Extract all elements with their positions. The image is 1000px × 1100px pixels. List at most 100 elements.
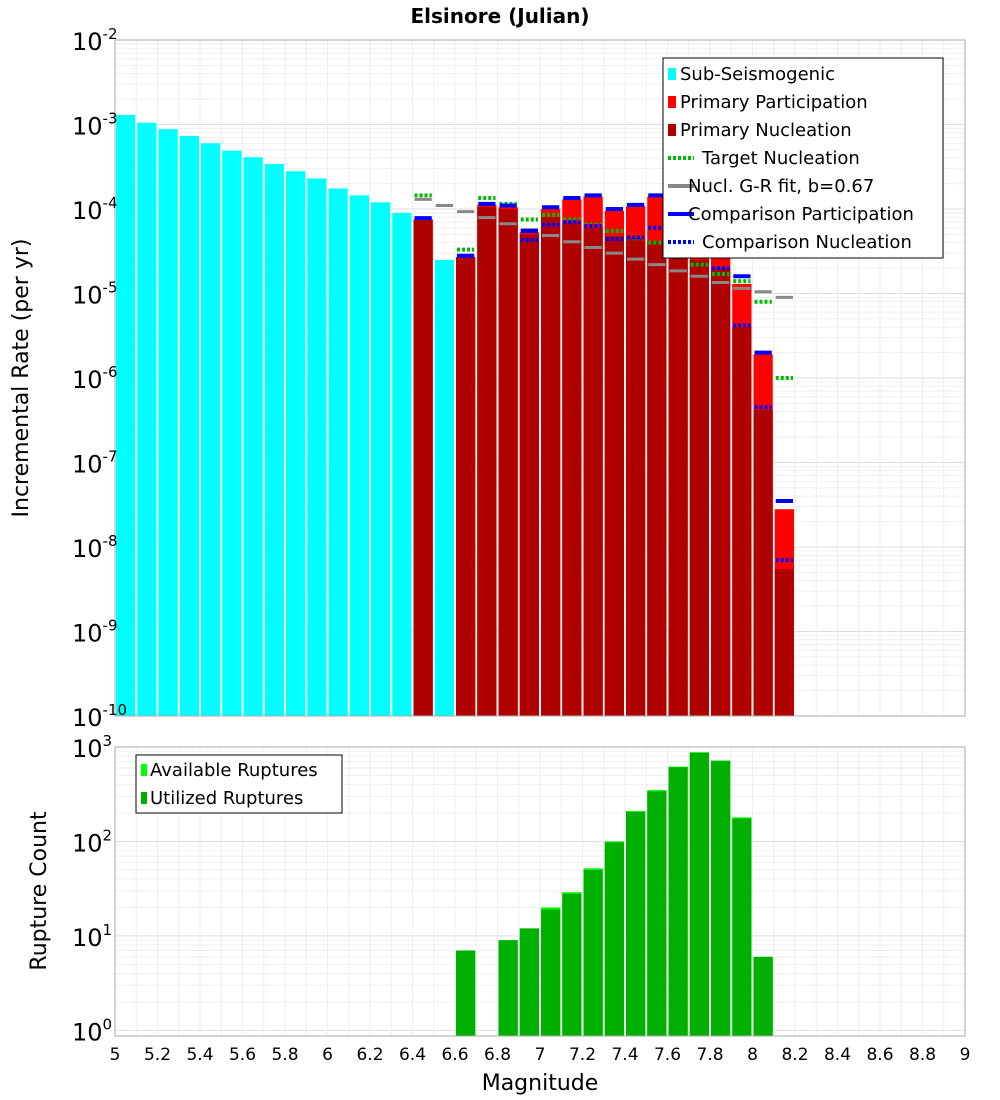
bottom-legend: Available Ruptures Utilized Ruptures: [135, 754, 343, 814]
top-y-tick-label: 10-7: [72, 448, 118, 479]
primary-nucleation-bar: [519, 234, 539, 717]
x-tick-label: 7.6: [654, 1045, 681, 1065]
bottom-y-tick-labels: 100 101 102 103: [72, 732, 112, 1046]
utilized-ruptures-bar: [647, 791, 667, 1036]
bottom-y-tick-label: 103: [72, 732, 112, 763]
sub-seismogenic-bar: [328, 188, 348, 717]
top-y-tick-label: 10-6: [72, 363, 118, 394]
x-tick-label: 7.2: [569, 1045, 596, 1065]
legend-swatch: [141, 792, 147, 804]
bottom-y-axis-label: Rupture Count: [27, 811, 52, 971]
x-tick-label: 8.4: [824, 1045, 851, 1065]
x-tick-label: 8.6: [866, 1045, 893, 1065]
utilized-ruptures-bar: [541, 909, 561, 1036]
top-y-tick-label: 10-8: [72, 532, 118, 563]
chart-title: Elsinore (Julian): [410, 4, 589, 28]
legend-label: Primary Participation: [680, 92, 868, 113]
x-tick-label: 6.4: [399, 1045, 426, 1065]
top-plot-frame: [114, 39, 966, 717]
legend-label: Sub-Seismogenic: [680, 64, 835, 85]
utilized-ruptures-bar: [711, 761, 731, 1036]
primary-nucleation-bar: [456, 257, 476, 716]
primary-nucleation-bar: [668, 253, 688, 716]
x-tick-label: 5.8: [271, 1045, 298, 1065]
sub-seismogenic-bar: [243, 157, 263, 717]
primary-nucleation-bar: [753, 409, 773, 716]
x-tick-label: 8.2: [781, 1045, 808, 1065]
sub-seismogenic-bar: [179, 136, 199, 717]
top-bars: [116, 114, 794, 717]
x-tick-label: 6.2: [356, 1045, 383, 1065]
utilized-ruptures-bar: [562, 893, 582, 1036]
legend-label: Comparison Participation: [688, 204, 914, 225]
x-tick-label: 6.8: [484, 1045, 511, 1065]
legend-label: Comparison Nucleation: [702, 232, 912, 253]
bottom-y-tick-label: 100: [72, 1015, 112, 1046]
sub-seismogenic-bar: [286, 171, 306, 716]
utilized-ruptures-bar: [689, 752, 709, 1036]
top-line-markers: [414, 193, 793, 563]
x-tick-label: 6.6: [441, 1045, 468, 1065]
primary-nucleation-bar: [647, 240, 667, 716]
x-tick-label: 7.8: [696, 1045, 723, 1065]
sub-seismogenic-bar: [392, 212, 412, 716]
primary-nucleation-bar: [689, 259, 709, 716]
primary-nucleation-bar: [774, 568, 794, 716]
x-tick-label: 7: [535, 1045, 546, 1065]
primary-nucleation-bar: [604, 235, 624, 716]
primary-nucleation-bar: [626, 238, 646, 717]
sub-seismogenic-bar: [264, 164, 284, 716]
legend-label: Primary Nucleation: [680, 120, 852, 141]
x-tick-label: 5.2: [144, 1045, 171, 1065]
legend-label: Nucl. G-R fit, b=0.67: [688, 176, 874, 197]
top-y-tick-label: 10-10: [72, 701, 127, 732]
utilized-ruptures-bar: [668, 767, 688, 1036]
utilized-ruptures-bar: [753, 956, 773, 1036]
primary-nucleation-bar: [711, 268, 731, 716]
top-y-tick-label: 10-4: [72, 194, 118, 225]
x-tick-label: 8: [747, 1045, 758, 1065]
x-tick-label: 5.4: [186, 1045, 213, 1065]
bottom-y-tick-label: 102: [72, 826, 112, 857]
top-legend: Sub-Seismogenic Primary Participation Prim…: [662, 57, 944, 259]
top-y-tick-label: 10-5: [72, 279, 118, 310]
x-tick-label: 6: [322, 1045, 333, 1065]
legend-swatch: [668, 68, 676, 80]
primary-nucleation-bar: [498, 209, 518, 716]
primary-nucleation-bar: [477, 207, 497, 716]
sub-seismogenic-bar: [201, 143, 221, 716]
primary-nucleation-bar: [413, 219, 433, 717]
bottom-plot-border: [114, 746, 966, 1037]
top-y-tick-label: 10-2: [72, 25, 118, 56]
primary-nucleation-bar: [541, 217, 561, 716]
primary-nucleation-bar: [562, 222, 582, 716]
bottom-plot-frame: [114, 746, 966, 1037]
x-tick-label: 5: [110, 1045, 121, 1065]
legend-swatch: [668, 124, 676, 136]
bottom-y-tick-label: 101: [72, 921, 112, 952]
sub-seismogenic-bar: [349, 195, 369, 717]
bottom-bars: [456, 752, 773, 1036]
primary-nucleation-bar: [732, 327, 752, 716]
utilized-ruptures-bar: [519, 928, 539, 1036]
sub-seismogenic-bar: [371, 202, 391, 716]
sub-seismogenic-bar: [222, 150, 242, 716]
sub-seismogenic-bar: [307, 178, 327, 717]
x-tick-labels: 5 5.2 5.4 5.6 5.8 6 6.2 6.4 6.6 6.8 7 7.2 7.4 7.6 7.8 8…: [110, 1045, 971, 1065]
top-y-tick-label: 10-9: [72, 617, 118, 648]
sub-seismogenic-bar: [158, 129, 178, 716]
legend-swatch: [141, 764, 147, 776]
legend-label: Target Nucleation: [701, 148, 860, 169]
utilized-ruptures-bar: [732, 818, 752, 1036]
utilized-ruptures-bar: [583, 869, 603, 1036]
bottom-legend-box: [135, 754, 343, 814]
top-legend-box: [662, 57, 944, 259]
x-tick-label: 7.4: [611, 1045, 638, 1065]
x-tick-label: 9: [960, 1045, 971, 1065]
sub-seismogenic-bar: [434, 259, 454, 716]
top-plot-border: [114, 39, 966, 717]
sub-seismogenic-bar: [137, 122, 157, 717]
utilized-ruptures-bar: [456, 950, 476, 1036]
utilized-ruptures-bar: [626, 812, 646, 1036]
